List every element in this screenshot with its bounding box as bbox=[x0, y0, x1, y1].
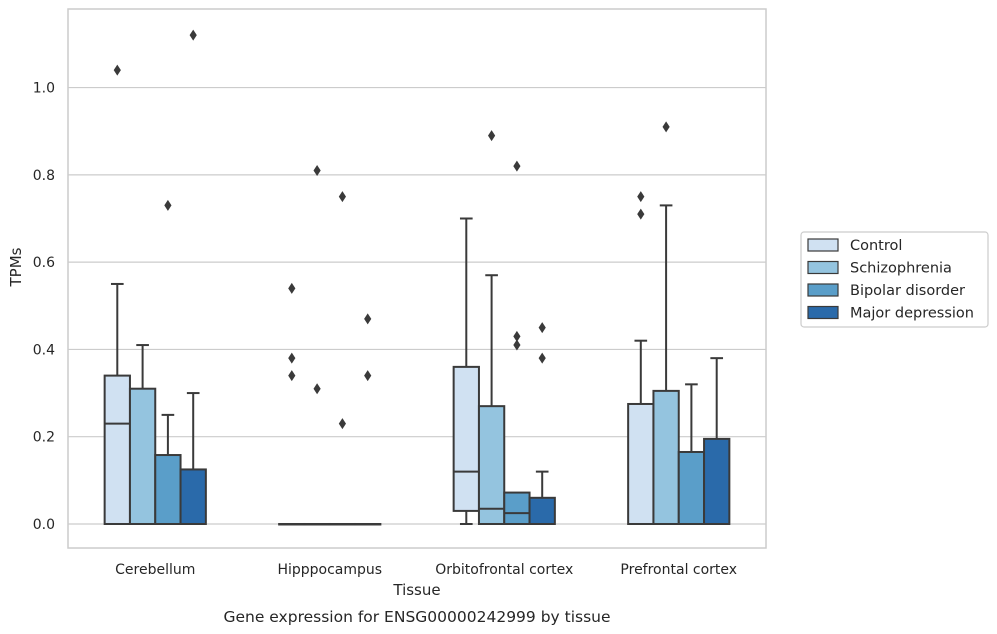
outlier-point bbox=[288, 282, 296, 294]
box-group-orbitofrontal-cortex bbox=[452, 130, 556, 525]
plot-frame bbox=[67, 8, 767, 549]
outlier-point bbox=[189, 29, 197, 41]
y-tick-label: 1.0 bbox=[33, 81, 55, 97]
outlier-point bbox=[164, 199, 172, 211]
box-major-depression bbox=[703, 437, 731, 525]
legend-label: Schizophrenia bbox=[850, 261, 952, 277]
box-major-depression bbox=[528, 496, 556, 525]
y-tick-label: 0.6 bbox=[33, 255, 55, 271]
box-control bbox=[452, 365, 480, 512]
box-group-cerebellum bbox=[103, 29, 207, 525]
outlier-point bbox=[662, 121, 670, 133]
axes: 0.0 0.2 0.4 0.6 0.8 1.0 Cerebellum Hipppocampus… bbox=[33, 8, 767, 578]
box-bipolar-disorder bbox=[677, 450, 706, 525]
chart-caption: Gene expression for ENSG00000242999 by t… bbox=[223, 608, 610, 626]
outlier-point bbox=[487, 130, 496, 142]
legend-frame bbox=[800, 231, 989, 328]
y-tick-label: 0.0 bbox=[33, 517, 55, 533]
outlier-point bbox=[288, 352, 296, 364]
x-tick-label: Orbitofrontal cortex bbox=[435, 562, 573, 578]
outlier-point bbox=[538, 322, 546, 334]
outlier-point bbox=[338, 191, 347, 203]
box-group-hipppocampus bbox=[278, 164, 382, 526]
legend-swatch bbox=[807, 305, 839, 320]
legend-swatch bbox=[807, 260, 839, 275]
legend-label: Bipolar disorder bbox=[850, 283, 965, 299]
outlier-point bbox=[338, 418, 347, 430]
legend-swatch bbox=[807, 283, 839, 297]
box-schizophrenia bbox=[477, 405, 506, 525]
y-tick-label: 0.2 bbox=[33, 430, 55, 446]
box-group-prefrontal-cortex bbox=[627, 121, 731, 525]
box-bipolar-disorder bbox=[154, 454, 182, 525]
box-schizophrenia bbox=[128, 387, 157, 525]
outlier-point bbox=[513, 330, 521, 342]
outlier-point bbox=[313, 383, 321, 395]
legend: Control Schizophrenia Bipolar disorder Majo… bbox=[800, 231, 989, 328]
outlier-point bbox=[364, 370, 372, 382]
outlier-point bbox=[364, 313, 372, 325]
box-schizophrenia bbox=[652, 389, 680, 525]
y-tick-label: 0.8 bbox=[33, 168, 55, 184]
outlier-point bbox=[637, 191, 645, 203]
box-control bbox=[627, 402, 655, 525]
box-bipolar-disorder bbox=[503, 491, 531, 525]
x-tick-label: Cerebellum bbox=[115, 562, 195, 578]
x-axis-label: Tissue bbox=[392, 581, 440, 599]
x-tick-label: Hipppocampus bbox=[277, 562, 382, 578]
outlier-point bbox=[288, 370, 296, 382]
outlier-point bbox=[513, 339, 521, 351]
outlier-point bbox=[538, 352, 546, 364]
x-tick-label: Prefrontal cortex bbox=[620, 562, 737, 578]
box-groups bbox=[103, 29, 731, 526]
outlier-point bbox=[637, 208, 645, 220]
outlier-point bbox=[513, 160, 521, 172]
y-axis-label: TPMs bbox=[7, 247, 25, 287]
box-control bbox=[103, 374, 131, 525]
legend-label: Control bbox=[850, 238, 902, 254]
legend-label: Major depression bbox=[850, 306, 974, 322]
outlier-point bbox=[113, 64, 121, 76]
y-tick-label: 0.4 bbox=[33, 342, 55, 358]
box-major-depression bbox=[179, 468, 207, 525]
outlier-point bbox=[313, 164, 321, 176]
legend-swatch bbox=[807, 238, 839, 252]
